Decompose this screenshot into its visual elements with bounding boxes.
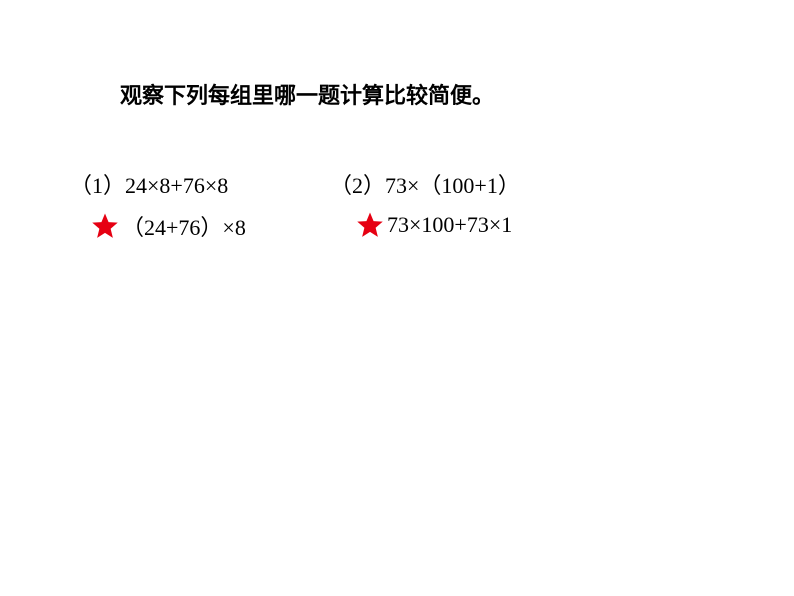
answer-2-text: 73×100+73×1 <box>387 212 512 238</box>
problem-1-expression: （1）24×8+76×8 <box>70 168 228 200</box>
answer-1-row: （24+76）×8 <box>90 210 246 242</box>
answer-2-row: 73×100+73×1 <box>355 210 512 240</box>
answer-1-text: （24+76）×8 <box>122 210 246 242</box>
problem-2-expression: （2）73×（100+1） <box>330 168 520 200</box>
star-icon <box>355 210 385 240</box>
page-title: 观察下列每组里哪一题计算比较简便。 <box>120 78 494 110</box>
star-icon <box>90 211 120 241</box>
